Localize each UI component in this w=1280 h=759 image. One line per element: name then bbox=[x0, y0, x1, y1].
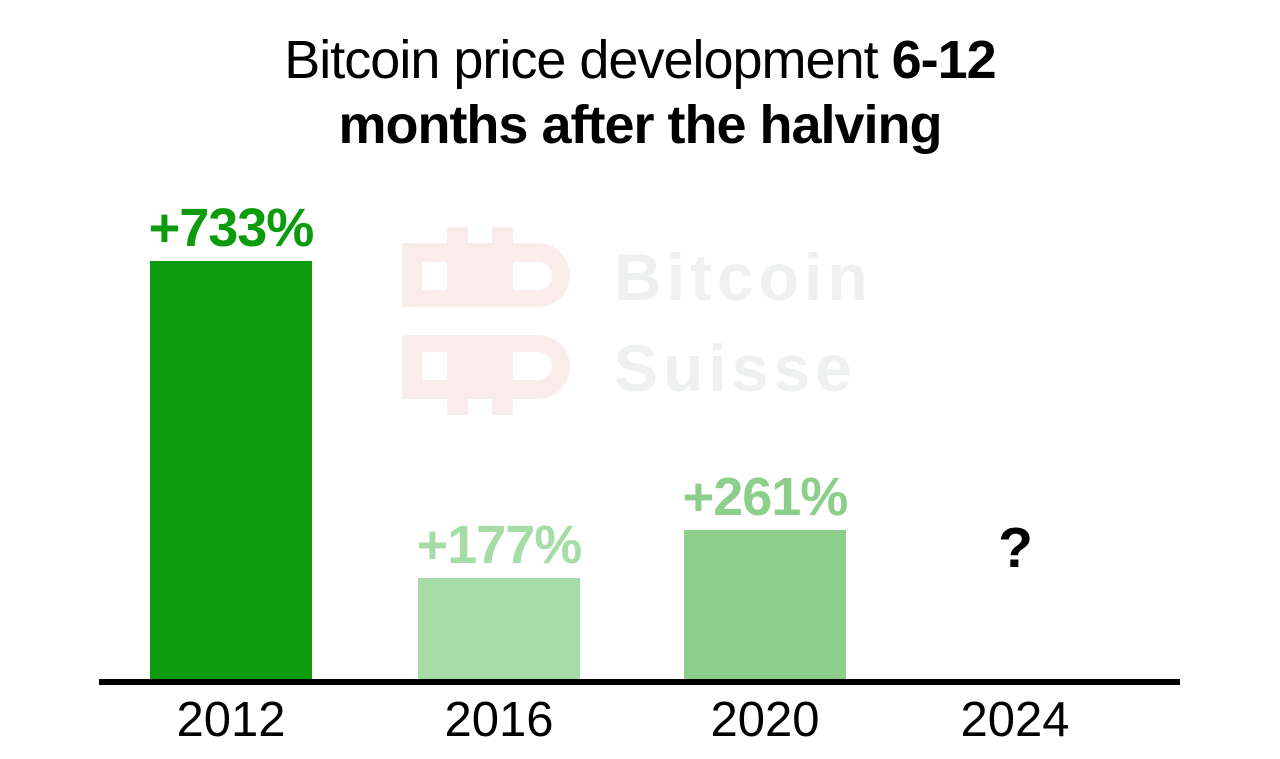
year-label-2016: 2016 bbox=[444, 693, 554, 747]
logo-top-half bbox=[402, 227, 570, 307]
wordmark-line2: Suisse bbox=[614, 331, 857, 405]
chart-title: Bitcoin price development 6-12 months af… bbox=[0, 28, 1280, 158]
value-label-2016: +177% bbox=[416, 515, 583, 575]
chart-title-line1: Bitcoin price development 6-12 bbox=[0, 28, 1280, 93]
logo-bottom-half bbox=[402, 335, 570, 415]
bitcoin-suisse-logo-icon bbox=[402, 227, 570, 415]
x-axis-line bbox=[99, 679, 1180, 685]
chart-title-line1-regular: Bitcoin price development bbox=[284, 30, 878, 90]
value-label-2024: ? bbox=[998, 516, 1033, 580]
logo-top-half-cutouts bbox=[422, 262, 552, 290]
value-label-2020: +261% bbox=[682, 467, 849, 527]
bar-2020 bbox=[684, 530, 846, 679]
chart-title-line2: months after the halving bbox=[338, 95, 942, 155]
year-label-2012: 2012 bbox=[176, 693, 286, 747]
chart-title-line1-bold: 6-12 bbox=[891, 30, 997, 90]
bar-2016 bbox=[418, 578, 580, 679]
value-label-2012: +733% bbox=[148, 198, 315, 258]
year-label-2024: 2024 bbox=[960, 693, 1070, 747]
bitcoin-suisse-wordmark: Bitcoin Suisse bbox=[614, 232, 873, 414]
bar-2012 bbox=[150, 261, 312, 679]
year-label-2020: 2020 bbox=[710, 693, 820, 747]
wordmark-line1: Bitcoin bbox=[614, 240, 873, 314]
